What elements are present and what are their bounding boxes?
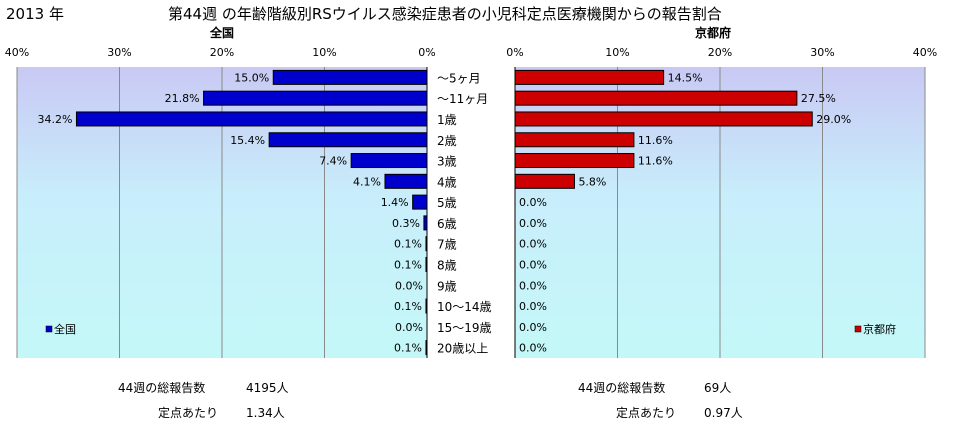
- national-data-label: 15.0%: [234, 71, 269, 84]
- national-legend-swatch: [45, 325, 53, 333]
- category-label: 1歳: [437, 113, 457, 127]
- kyoto-data-label: 0.0%: [519, 321, 547, 334]
- national-data-label: 34.2%: [37, 113, 72, 126]
- kyoto-bar: [514, 90, 798, 106]
- kyoto-panel-title: 京都府: [695, 25, 731, 40]
- kyoto-data-label: 14.5%: [668, 71, 703, 84]
- kyoto-bar: [514, 132, 635, 148]
- kyoto-data-label: 11.6%: [638, 134, 673, 147]
- category-label: 5歳: [437, 196, 457, 210]
- kyoto-data-label: 0.0%: [519, 300, 547, 313]
- national-data-label: 0.1%: [394, 238, 422, 251]
- national-data-label: 21.8%: [165, 92, 200, 105]
- kyoto-data-label: 0.0%: [519, 279, 547, 292]
- category-label: ～11ヶ月: [437, 92, 488, 106]
- national-per-label: 定点あたり: [158, 406, 219, 420]
- kyoto-per-value: 0.97人: [704, 406, 743, 420]
- national-data-label: 0.3%: [392, 217, 420, 230]
- kyoto-bar: [514, 111, 813, 127]
- kyoto-tick-label: 30%: [810, 46, 834, 59]
- national-bar: [384, 173, 428, 189]
- kyoto-tick-label: 20%: [708, 46, 732, 59]
- national-per-value: 1.34人: [246, 406, 285, 420]
- kyoto-legend-swatch: [854, 325, 862, 333]
- kyoto-legend-label: 京都府: [863, 322, 896, 336]
- kyoto-tick-label: 10%: [605, 46, 629, 59]
- national-bar: [425, 236, 428, 252]
- kyoto-data-label: 0.0%: [519, 342, 547, 355]
- national-bar: [203, 90, 428, 106]
- national-data-label: 0.1%: [394, 342, 422, 355]
- kyoto-total-value: 69人: [704, 381, 732, 395]
- national-bar: [75, 111, 428, 127]
- kyoto-data-label: 11.6%: [638, 155, 673, 168]
- kyoto-data-label: 29.0%: [816, 113, 851, 126]
- kyoto-data-label: 27.5%: [801, 92, 836, 105]
- national-panel-title: 全国: [209, 25, 234, 40]
- kyoto-tick-label: 0%: [506, 46, 523, 59]
- kyoto-data-label: 0.0%: [519, 238, 547, 251]
- national-bar: [425, 340, 428, 356]
- kyoto-data-label: 0.0%: [519, 258, 547, 271]
- kyoto-data-label: 0.0%: [519, 196, 547, 209]
- category-label: ～5ヶ月: [437, 71, 481, 85]
- chart-title: 第44週 の年齢階級別RSウイルス感染症患者の小児科定点医療機関からの報告割合: [168, 5, 722, 23]
- national-tick-label: 20%: [210, 46, 234, 59]
- kyoto-tick-label: 40%: [913, 46, 937, 59]
- national-data-label: 1.4%: [381, 196, 409, 209]
- category-label: 10～14歳: [437, 300, 492, 314]
- national-bar: [425, 256, 428, 272]
- national-tick-label: 30%: [107, 46, 131, 59]
- category-label: 3歳: [437, 155, 457, 169]
- kyoto-bar: [514, 69, 665, 85]
- category-label: 2歳: [437, 134, 457, 148]
- national-tick-label: 0%: [418, 46, 435, 59]
- national-data-label: 7.4%: [319, 155, 347, 168]
- kyoto-data-label: 5.8%: [578, 175, 606, 188]
- category-label: 9歳: [437, 279, 457, 293]
- year-label: 2013 年: [6, 5, 64, 23]
- kyoto-bar: [514, 153, 635, 169]
- category-label: 7歳: [437, 238, 457, 252]
- national-total-label: 44週の総報告数: [118, 381, 206, 395]
- national-bar: [272, 69, 428, 85]
- category-label: 15～19歳: [437, 321, 492, 335]
- category-label: 20歳以上: [437, 342, 488, 356]
- category-label: 4歳: [437, 175, 457, 189]
- national-data-label: 0.0%: [395, 279, 423, 292]
- national-data-label: 0.1%: [394, 258, 422, 271]
- national-tick-label: 40%: [5, 46, 29, 59]
- category-label: 8歳: [437, 258, 457, 272]
- national-data-label: 0.0%: [395, 321, 423, 334]
- national-bar: [412, 194, 428, 210]
- national-bar: [268, 132, 428, 148]
- kyoto-total-label: 44週の総報告数: [578, 381, 666, 395]
- national-bar: [425, 298, 428, 314]
- kyoto-data-label: 0.0%: [519, 217, 547, 230]
- national-legend-label: 全国: [54, 322, 76, 336]
- national-tick-label: 10%: [312, 46, 336, 59]
- kyoto-bar: [514, 173, 575, 189]
- national-bar: [350, 153, 428, 169]
- national-data-label: 0.1%: [394, 300, 422, 313]
- national-total-value: 4195人: [246, 381, 289, 395]
- kyoto-per-label: 定点あたり: [616, 406, 677, 420]
- national-bar: [423, 215, 428, 231]
- category-label: 6歳: [437, 217, 457, 231]
- national-data-label: 4.1%: [353, 175, 381, 188]
- national-data-label: 15.4%: [230, 134, 265, 147]
